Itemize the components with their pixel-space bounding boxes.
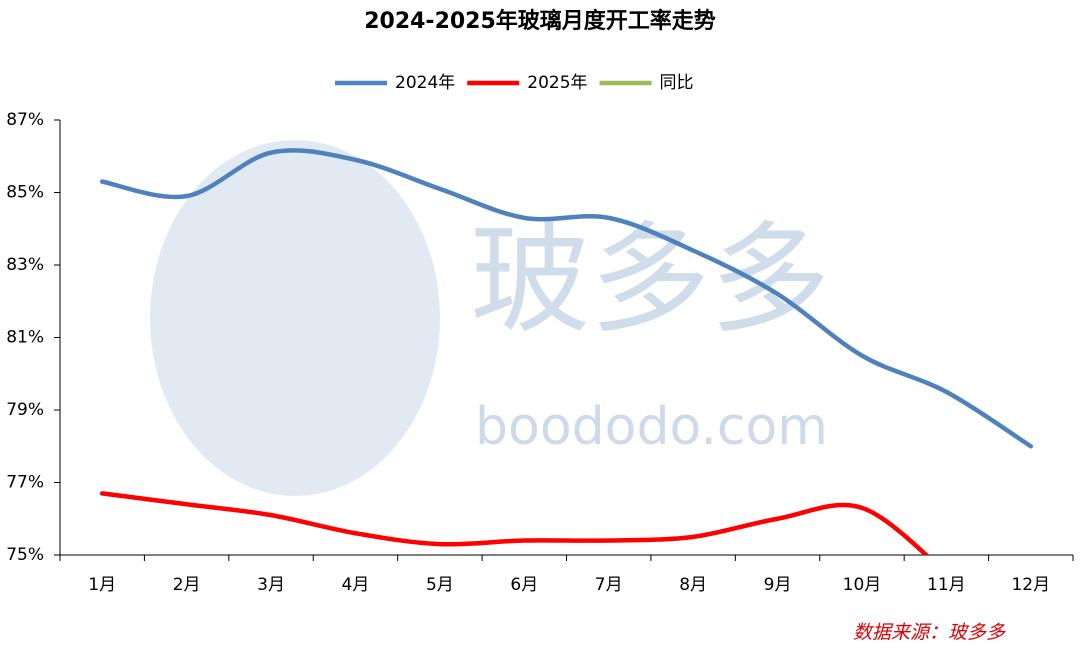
series-line xyxy=(99,491,930,555)
legend: 2024年 2025年 同比 xyxy=(335,73,694,93)
x-tick-label: 3月 xyxy=(257,575,285,595)
legend-label: 2024年 xyxy=(395,73,455,93)
x-tick-label: 4月 xyxy=(342,575,370,595)
y-tick-label: 87% xyxy=(6,110,44,130)
x-tick-label: 10月 xyxy=(843,575,882,595)
y-tick-label: 77% xyxy=(6,473,44,493)
watermark-text: 玻多多 xyxy=(470,211,830,350)
x-tick-label: 8月 xyxy=(679,575,707,595)
legend-label: 同比 xyxy=(660,73,694,93)
legend-label: 2025年 xyxy=(527,73,587,93)
y-tick-label: 81% xyxy=(6,328,44,348)
y-tick-label: 83% xyxy=(6,255,44,275)
y-tick-label: 85% xyxy=(6,183,44,203)
watermark-url: boododo.com xyxy=(475,397,828,457)
x-tick-label: 12月 xyxy=(1011,575,1050,595)
watermark-logo xyxy=(150,140,440,496)
x-tick-label: 2月 xyxy=(173,575,201,595)
source-note: 数据来源：玻多多 xyxy=(853,622,1006,644)
x-tick-label: 11月 xyxy=(927,575,966,595)
x-tick-label: 6月 xyxy=(510,575,538,595)
series-line xyxy=(99,148,1034,449)
y-tick-label: 79% xyxy=(6,400,44,420)
x-tick-label: 9月 xyxy=(764,575,792,595)
x-tick-label: 7月 xyxy=(595,575,623,595)
x-tick-label: 5月 xyxy=(426,575,454,595)
y-tick-label: 75% xyxy=(6,545,44,565)
chart-title: 2024-2025年玻璃月度开工率走势 xyxy=(364,8,716,34)
x-tick-label: 1月 xyxy=(88,575,116,595)
